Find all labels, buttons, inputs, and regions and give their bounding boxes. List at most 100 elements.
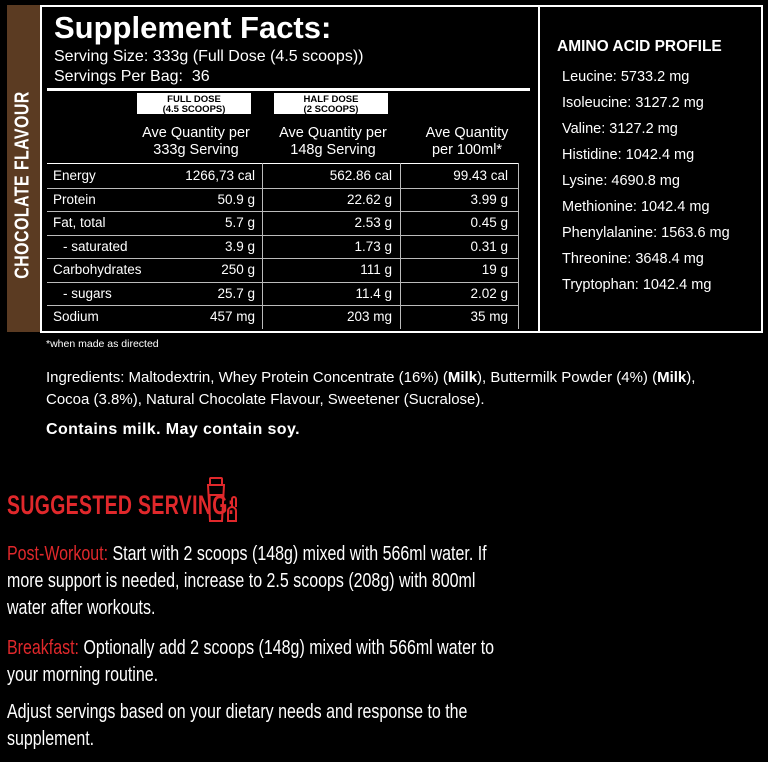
footnote: *when made as directed: [46, 338, 159, 350]
rule: [47, 163, 519, 164]
line-text: Optionally add 2 scoops (148g) mixed wit…: [83, 636, 495, 659]
row-value: 0.45 g: [470, 215, 508, 230]
flavour-strip: CHOCOLATE FLAVOUR: [7, 5, 40, 332]
shaker-icon: [206, 477, 237, 522]
row-value: 5.7 g: [224, 215, 255, 230]
serving-size: Serving Size: 333g (Full Dose (4.5 scoop…: [54, 48, 364, 65]
paragraph-line: your morning routine.: [7, 661, 494, 688]
allergens: Contains milk. May contain soy.: [46, 421, 300, 438]
text: Ingredients: Maltodextrin, Whey Protein …: [46, 369, 448, 386]
serving-paragraph: Post-Workout: Start with 2 scoops (148g)…: [7, 540, 487, 621]
ingredients: Ingredients: Maltodextrin, Whey Protein …: [46, 367, 711, 411]
column-heading: Ave Quantity per 100ml*: [392, 125, 542, 159]
text: ), Cocoa (3.8%), Natural Chocolate Flavo…: [46, 369, 696, 408]
row-value: 2.53 g: [354, 215, 392, 230]
row-value: 111 g: [360, 262, 392, 277]
servings-per-bag: Servings Per Bag: 36: [54, 68, 210, 85]
heading-line: 148g Serving: [290, 142, 376, 158]
paragraph-label: Post-Workout:: [7, 542, 109, 565]
row-value: 1266,73 cal: [185, 168, 255, 183]
column-line: [518, 163, 519, 329]
row-value: 19 g: [481, 262, 508, 277]
row-label: - sugars: [63, 285, 112, 301]
row-line: [47, 234, 519, 236]
line-text: Adjust servings based on your dietary ne…: [7, 700, 468, 723]
amino-item: Threonine: 3648.4 mg: [562, 251, 704, 267]
row-value: 3.99 g: [470, 191, 508, 207]
paragraph-line: Adjust servings based on your dietary ne…: [7, 698, 467, 725]
row-value: 35 mg: [470, 309, 508, 324]
badge-line: FULL DOSE: [167, 94, 221, 105]
dose-badge: FULL DOSE (4.5 SCOOPS): [137, 93, 251, 115]
paragraph-line: water after workouts.: [7, 594, 487, 621]
line-text: your morning routine.: [7, 663, 159, 686]
row-value: 203 mg: [346, 309, 392, 324]
row-value: 50.9 g: [217, 191, 255, 207]
serving-paragraph: Adjust servings based on your dietary ne…: [7, 698, 467, 752]
row-label: Protein: [53, 191, 96, 207]
facts-title: Supplement Facts:: [54, 10, 332, 45]
allergen: Milk: [657, 369, 687, 386]
facts-border: [40, 5, 763, 333]
heading-line: per 100ml*: [431, 142, 503, 158]
column-line: [400, 163, 401, 329]
amino-item: Phenylalanine: 1563.6 mg: [562, 225, 730, 241]
text: ), Buttermilk Powder (4%) (: [477, 369, 658, 386]
suggested-title: SUGGESTED SERVING:: [7, 490, 235, 520]
paragraph-line: Post-Workout: Start with 2 scoops (148g)…: [7, 540, 487, 567]
row-value: 2.02 g: [470, 285, 508, 301]
row-label: - saturated: [63, 238, 128, 254]
row-line: [47, 211, 519, 212]
column-heading: Ave Quantity per 148g Serving: [258, 125, 408, 159]
heading-line: Ave Quantity per: [279, 125, 387, 141]
row-value: 3.9 g: [224, 238, 255, 254]
line-text: more support is needed, increase to 2.5 …: [7, 569, 476, 592]
serving-paragraph: Breakfast: Optionally add 2 scoops (148g…: [7, 634, 494, 688]
amino-item: Isoleucine: 3127.2 mg: [562, 95, 704, 111]
row-line: [47, 187, 519, 189]
amino-item: Histidine: 1042.4 mg: [562, 147, 695, 163]
row-value: 1.73 g: [354, 238, 392, 254]
flavour: CHOCOLATE FLAVOUR: [11, 91, 34, 279]
heading-line: 333g Serving: [153, 142, 239, 158]
badge-line: (2 SCOOPS): [303, 104, 359, 115]
amino-item: Valine: 3127.2 mg: [562, 121, 678, 137]
allergen: Milk: [447, 369, 478, 386]
row-line: [47, 281, 519, 283]
badge-line: (4.5 SCOOPS): [162, 104, 226, 115]
rule: [47, 88, 530, 91]
row-value: 0.31 g: [470, 238, 508, 254]
row-line: [47, 305, 519, 306]
badge-line: HALF DOSE: [303, 94, 359, 105]
heading-line: Ave Quantity per: [142, 125, 250, 141]
row-line: [47, 258, 519, 259]
row-label: Sodium: [53, 309, 99, 324]
column-heading: Ave Quantity per 333g Serving: [121, 125, 271, 159]
paragraph-line: more support is needed, increase to 2.5 …: [7, 567, 487, 594]
line-text: water after workouts.: [7, 596, 156, 619]
amino-item: Methionine: 1042.4 mg: [562, 199, 710, 215]
divider: [538, 5, 540, 332]
amino-item: Leucine: 5733.2 mg: [562, 69, 690, 85]
row-value: 25.7 g: [217, 285, 255, 301]
row-value: 22.62 g: [346, 191, 392, 207]
heading-line: Ave Quantity: [425, 125, 509, 141]
amino-title: AMINO ACID PROFILE: [557, 38, 722, 55]
row-label: Fat, total: [53, 215, 106, 230]
paragraph-line: supplement.: [7, 725, 467, 752]
row-value: 11.4 g: [355, 285, 392, 301]
line-text: Start with 2 scoops (148g) mixed with 56…: [112, 542, 487, 565]
row-label: Energy: [53, 168, 96, 183]
row-label: Carbohydrates: [53, 262, 142, 277]
paragraph-line: Breakfast: Optionally add 2 scoops (148g…: [7, 634, 494, 661]
amino-item: Lysine: 4690.8 mg: [562, 173, 680, 189]
row-value: 99.43 cal: [453, 168, 508, 183]
row-value: 457 mg: [209, 309, 255, 324]
paragraph-label: Breakfast:: [7, 636, 79, 659]
column-line: [262, 163, 263, 329]
line-text: supplement.: [7, 727, 95, 750]
row-value: 562.86 cal: [329, 168, 392, 183]
dose-badge: HALF DOSE (2 SCOOPS): [274, 93, 388, 115]
row-value: 250 g: [221, 262, 255, 277]
